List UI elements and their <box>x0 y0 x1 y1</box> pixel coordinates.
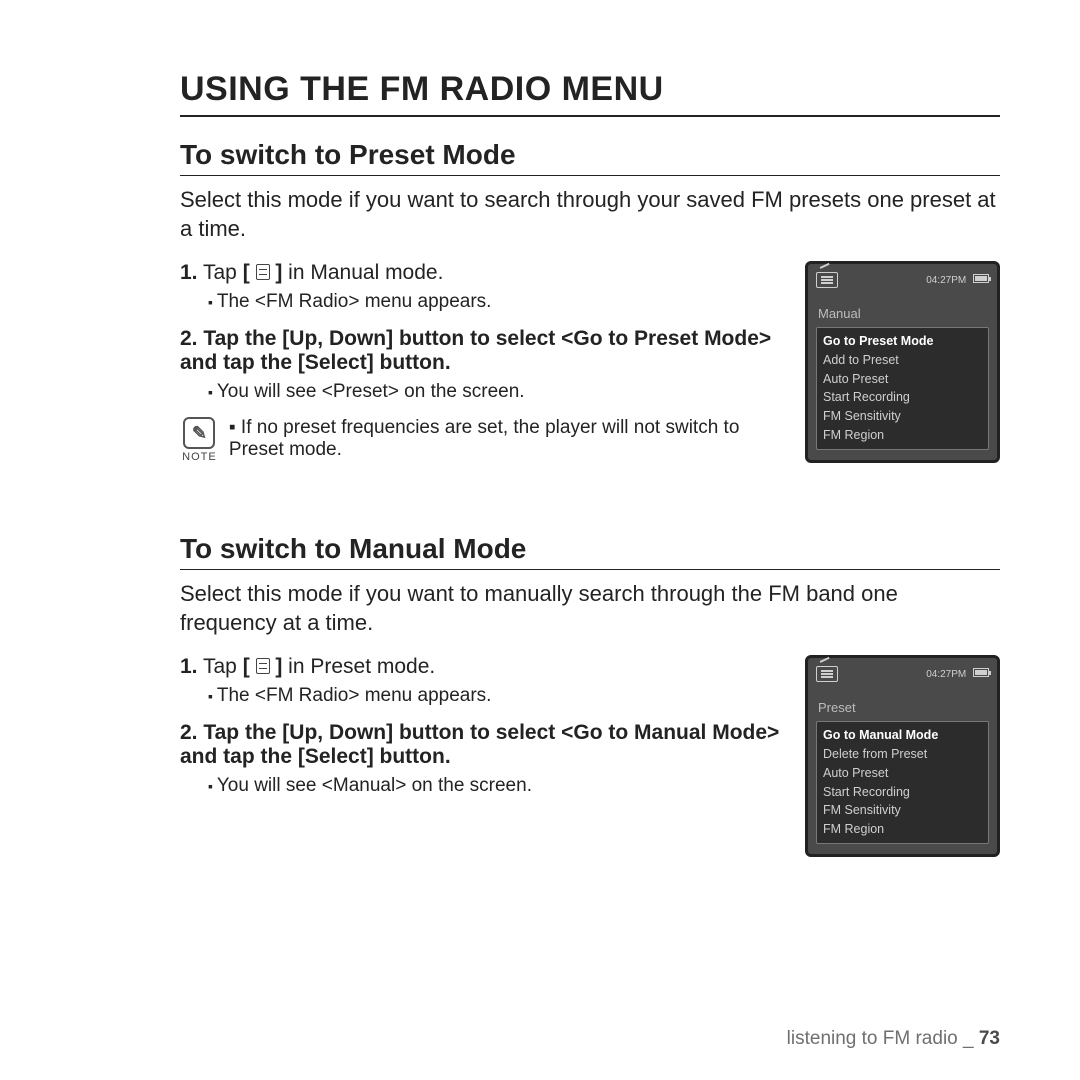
note-label: NOTE <box>182 451 217 463</box>
step1b-post: in Preset mode. <box>282 655 435 678</box>
section2-step2: 2. Tap the [Up, Down] button to select <… <box>180 721 785 797</box>
section1-steps: 1. Tap [ ] in Manual mode. The <FM Radio… <box>180 261 785 463</box>
radio-icon <box>816 272 838 288</box>
note-row: ✎ NOTE ▪ If no preset frequencies are se… <box>180 417 785 463</box>
section2-step1: 1. Tap [ ] in Preset mode. The <FM Radio… <box>180 655 785 707</box>
page-number: 73 <box>979 1028 1000 1049</box>
section1-heading: To switch to Preset Mode <box>180 139 1000 176</box>
battery-icon <box>973 274 989 283</box>
section2-step1-sub: The <FM Radio> menu appears. <box>208 685 785 707</box>
section2-step2-sub: You will see <Manual> on the screen. <box>208 775 785 797</box>
page-title: USING THE FM RADIO MENU <box>180 70 1000 117</box>
menu-item: Start Recording <box>823 388 982 407</box>
device2-time: 04:27PM <box>926 669 966 680</box>
menu-item: FM Region <box>823 426 982 445</box>
page-footer: listening to FM radio _ 73 <box>787 1028 1000 1050</box>
device-mock-2: 04:27PM Preset Go to Manual Mode Delete … <box>805 655 1000 857</box>
device2-mode: Preset <box>818 700 989 715</box>
footer-text: listening to FM radio _ <box>787 1028 979 1049</box>
device-mock-1: 04:27PM Manual Go to Preset Mode Add to … <box>805 261 1000 463</box>
menu-item: FM Sensitivity <box>823 407 982 426</box>
menu-button-icon <box>256 264 270 280</box>
menu-item: Go to Manual Mode <box>823 726 982 745</box>
menu-item: Go to Preset Mode <box>823 332 982 351</box>
step2b-text: Tap the [Up, Down] button to select <Go … <box>180 721 779 768</box>
device1-menu: Go to Preset Mode Add to Preset Auto Pre… <box>816 327 989 450</box>
menu-item: Delete from Preset <box>823 745 982 764</box>
device1-time: 04:27PM <box>926 275 966 286</box>
section2-intro: Select this mode if you want to manually… <box>180 580 1000 637</box>
menu-item: Start Recording <box>823 783 982 802</box>
radio-icon <box>816 666 838 682</box>
section1-step2-sub: You will see <Preset> on the screen. <box>208 381 785 403</box>
menu-item: FM Sensitivity <box>823 801 982 820</box>
note-icon: ✎ <box>183 417 215 449</box>
menu-item: Add to Preset <box>823 351 982 370</box>
section1-step2: 2. Tap the [Up, Down] button to select <… <box>180 327 785 403</box>
menu-item: Auto Preset <box>823 370 982 389</box>
menu-item: Auto Preset <box>823 764 982 783</box>
menu-button-icon <box>256 658 270 674</box>
section2-heading: To switch to Manual Mode <box>180 533 1000 570</box>
step2-text: Tap the [Up, Down] button to select <Go … <box>180 327 771 374</box>
section2-steps: 1. Tap [ ] in Preset mode. The <FM Radio… <box>180 655 785 811</box>
section1-step1: 1. Tap [ ] in Manual mode. The <FM Radio… <box>180 261 785 313</box>
device2-menu: Go to Manual Mode Delete from Preset Aut… <box>816 721 989 844</box>
step1-post: in Manual mode. <box>282 261 443 284</box>
section1-intro: Select this mode if you want to search t… <box>180 186 1000 243</box>
device1-mode: Manual <box>818 306 989 321</box>
note-text: If no preset frequencies are set, the pl… <box>229 417 740 460</box>
step1b-pre: Tap <box>203 655 243 678</box>
step1-pre: Tap <box>203 261 243 284</box>
section1-step1-sub: The <FM Radio> menu appears. <box>208 291 785 313</box>
battery-icon <box>973 668 989 677</box>
menu-item: FM Region <box>823 820 982 839</box>
